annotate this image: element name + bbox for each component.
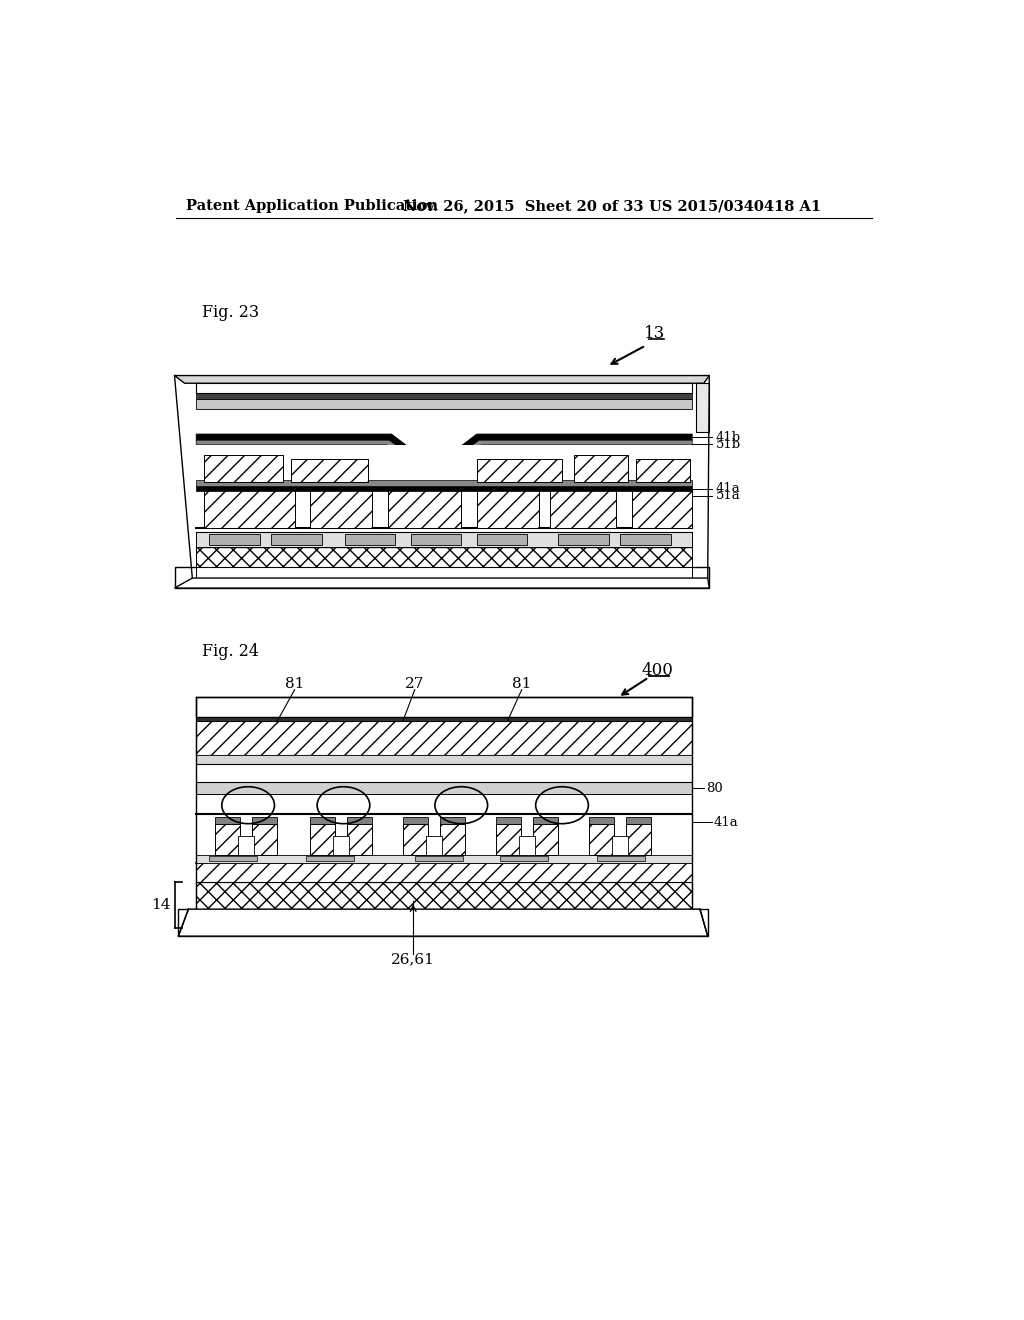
Polygon shape (496, 817, 521, 825)
Polygon shape (534, 817, 558, 825)
Text: 400: 400 (641, 661, 673, 678)
Polygon shape (310, 817, 335, 825)
Polygon shape (411, 535, 461, 545)
Polygon shape (477, 535, 527, 545)
Text: 26,61: 26,61 (391, 952, 435, 966)
Polygon shape (197, 721, 692, 755)
Polygon shape (334, 836, 349, 855)
Polygon shape (174, 376, 710, 383)
Polygon shape (252, 817, 276, 825)
Polygon shape (403, 817, 428, 825)
Polygon shape (174, 578, 710, 589)
Polygon shape (310, 490, 372, 528)
Polygon shape (204, 490, 295, 528)
Text: US 2015/0340418 A1: US 2015/0340418 A1 (649, 199, 821, 213)
Polygon shape (197, 548, 692, 566)
Text: 51b: 51b (716, 437, 740, 450)
Polygon shape (197, 393, 692, 400)
Polygon shape (197, 383, 692, 393)
Polygon shape (291, 459, 369, 482)
Text: Fig. 24: Fig. 24 (202, 643, 259, 660)
Polygon shape (627, 817, 651, 825)
Text: 51a: 51a (716, 490, 740, 502)
Polygon shape (558, 535, 608, 545)
Polygon shape (632, 490, 692, 528)
Polygon shape (197, 480, 692, 486)
Polygon shape (534, 825, 558, 855)
Text: 80: 80 (707, 781, 723, 795)
Polygon shape (204, 455, 283, 482)
Polygon shape (440, 825, 465, 855)
Polygon shape (197, 717, 692, 721)
Polygon shape (345, 535, 395, 545)
Polygon shape (197, 532, 692, 548)
Text: 13: 13 (644, 326, 666, 342)
Polygon shape (209, 535, 260, 545)
Polygon shape (550, 490, 616, 528)
Polygon shape (197, 445, 692, 480)
Polygon shape (496, 825, 521, 855)
Text: 41b: 41b (716, 430, 740, 444)
Polygon shape (271, 535, 322, 545)
Polygon shape (197, 909, 692, 936)
Polygon shape (209, 857, 257, 862)
Polygon shape (178, 909, 708, 936)
Polygon shape (238, 836, 254, 855)
Polygon shape (347, 825, 372, 855)
Polygon shape (215, 817, 240, 825)
Polygon shape (388, 490, 461, 528)
Polygon shape (500, 857, 548, 862)
Polygon shape (589, 825, 614, 855)
Polygon shape (597, 857, 645, 862)
Polygon shape (178, 909, 708, 936)
Polygon shape (636, 459, 690, 482)
Polygon shape (197, 486, 692, 491)
Text: Fig. 23: Fig. 23 (202, 304, 259, 321)
Text: Patent Application Publication: Patent Application Publication (186, 199, 438, 213)
Polygon shape (621, 535, 671, 545)
Text: 14: 14 (152, 899, 171, 912)
Polygon shape (197, 882, 692, 909)
Polygon shape (215, 825, 240, 855)
Polygon shape (197, 863, 692, 882)
Polygon shape (310, 825, 335, 855)
Polygon shape (197, 697, 692, 717)
Polygon shape (440, 817, 465, 825)
Polygon shape (696, 383, 710, 432)
Polygon shape (477, 459, 562, 482)
Polygon shape (197, 566, 692, 589)
Polygon shape (174, 566, 710, 589)
Polygon shape (627, 825, 651, 855)
Polygon shape (197, 400, 692, 409)
Polygon shape (197, 434, 692, 473)
Text: 41a: 41a (714, 816, 738, 829)
Text: 81: 81 (512, 677, 531, 692)
Text: 27: 27 (406, 677, 424, 692)
Polygon shape (612, 836, 628, 855)
Polygon shape (347, 817, 372, 825)
Polygon shape (519, 836, 535, 855)
Polygon shape (477, 490, 539, 528)
Polygon shape (197, 855, 692, 863)
Polygon shape (415, 857, 463, 862)
Polygon shape (197, 781, 692, 793)
Polygon shape (403, 825, 428, 855)
Text: Nov. 26, 2015  Sheet 20 of 33: Nov. 26, 2015 Sheet 20 of 33 (403, 199, 644, 213)
Text: 41a: 41a (716, 482, 740, 495)
Polygon shape (573, 455, 628, 482)
Polygon shape (252, 825, 276, 855)
Text: 81: 81 (285, 677, 304, 692)
Polygon shape (197, 441, 692, 478)
Polygon shape (197, 755, 692, 764)
Polygon shape (589, 817, 614, 825)
Polygon shape (306, 857, 354, 862)
Polygon shape (426, 836, 442, 855)
